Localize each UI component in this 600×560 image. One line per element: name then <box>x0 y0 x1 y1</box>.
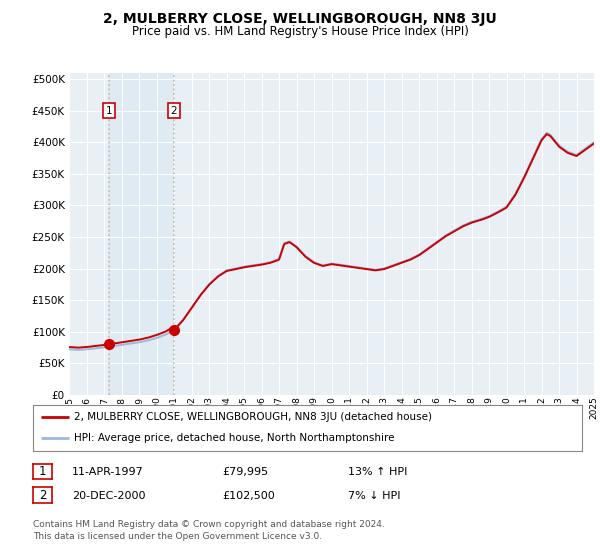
Text: HPI: Average price, detached house, North Northamptonshire: HPI: Average price, detached house, Nort… <box>74 433 395 444</box>
Text: 13% ↑ HPI: 13% ↑ HPI <box>348 467 407 477</box>
Bar <box>109 73 174 395</box>
Text: 2, MULBERRY CLOSE, WELLINGBOROUGH, NN8 3JU (detached house): 2, MULBERRY CLOSE, WELLINGBOROUGH, NN8 3… <box>74 412 432 422</box>
Text: £102,500: £102,500 <box>222 491 275 501</box>
Text: 2: 2 <box>170 106 178 116</box>
Text: 20-DEC-2000: 20-DEC-2000 <box>72 491 146 501</box>
Text: Contains HM Land Registry data © Crown copyright and database right 2024.
This d: Contains HM Land Registry data © Crown c… <box>33 520 385 541</box>
Text: 1: 1 <box>106 106 112 116</box>
Text: 7% ↓ HPI: 7% ↓ HPI <box>348 491 401 501</box>
Text: 1: 1 <box>39 465 46 478</box>
Text: 2: 2 <box>39 488 46 502</box>
Text: 11-APR-1997: 11-APR-1997 <box>72 467 144 477</box>
Text: Price paid vs. HM Land Registry's House Price Index (HPI): Price paid vs. HM Land Registry's House … <box>131 25 469 38</box>
Text: 2, MULBERRY CLOSE, WELLINGBOROUGH, NN8 3JU: 2, MULBERRY CLOSE, WELLINGBOROUGH, NN8 3… <box>103 12 497 26</box>
Text: £79,995: £79,995 <box>222 467 268 477</box>
